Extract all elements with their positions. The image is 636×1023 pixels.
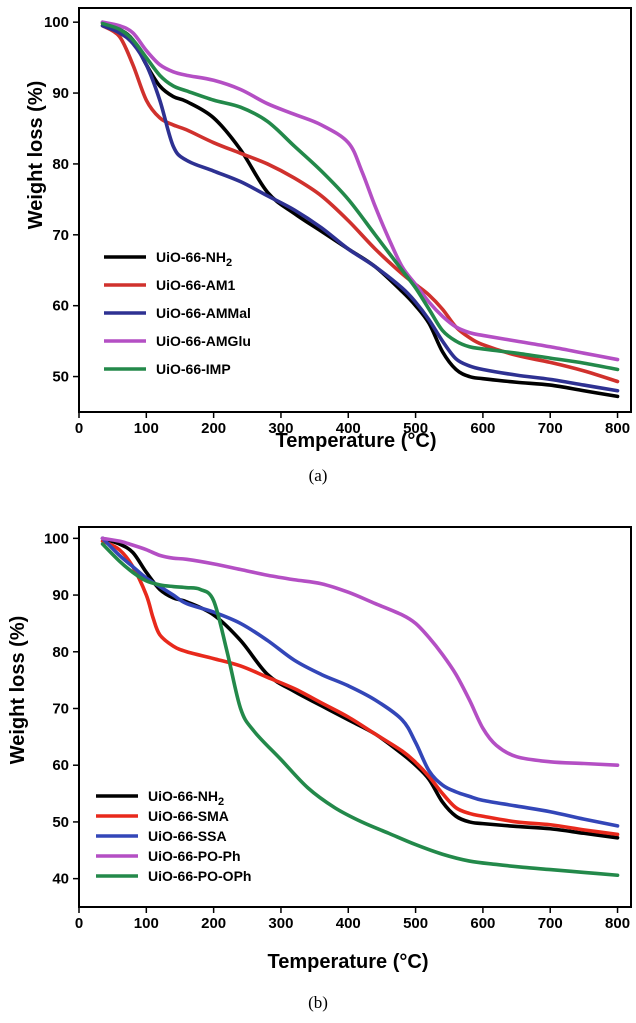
- panel-b-series-line-3: [100, 536, 620, 828]
- panel-a-plot-frame: [78, 7, 632, 413]
- panel-b-ytick-label: 80: [52, 644, 69, 661]
- panel-a-ytick-label: 100: [44, 14, 69, 31]
- panel-a-xtick-label: 700: [538, 420, 563, 437]
- panel-a-xtick-label: 400: [336, 420, 361, 437]
- panel-b-xtick-label: 600: [470, 915, 495, 932]
- panel-b-series-line-1: [100, 536, 620, 840]
- panel-b-xtick-label: 500: [403, 915, 428, 932]
- panel-b-legend-label-1: UiO-66-NH2: [148, 788, 224, 808]
- panel-a-legend-label-5: UiO-66-IMP: [156, 361, 231, 377]
- panel-b-legend-label-3: UiO-66-SSA: [148, 828, 227, 844]
- panel-b-xtick-label: 800: [605, 915, 630, 932]
- panel-a-xtick-label: 600: [470, 420, 495, 437]
- panel-a: 0 100 200 300 400 500 600 700 800 50 60 70 80 90 100 W…: [25, 7, 632, 485]
- panel-b-ytick-label: 90: [52, 587, 69, 604]
- panel-a-series: [100, 20, 620, 399]
- panel-b-xtick-label: 700: [538, 915, 563, 932]
- panel-a-series-line-5: [100, 21, 620, 372]
- panel-a-xtick-label: 500: [403, 420, 428, 437]
- panel-a-xtick-label: 300: [268, 420, 293, 437]
- panel-b: 0 100 200 300 400 500 600 700 800 40 50 60 70 80 90 100…: [7, 526, 632, 1012]
- panel-a-series-line-3: [100, 23, 620, 393]
- panel-b-xtick-label: 400: [336, 915, 361, 932]
- panel-a-xlabel: Temperature (°C): [276, 430, 437, 452]
- panel-a-series-line-4: [100, 20, 620, 362]
- panel-a-ytick-label: 90: [52, 85, 69, 102]
- panel-a-ytick-label: 60: [52, 298, 69, 315]
- panel-a-xtick-label: 800: [605, 420, 630, 437]
- panel-b-series-line-4: [100, 536, 620, 768]
- panel-b-legend-label-4: UiO-66-PO-Ph: [148, 848, 241, 864]
- panel-b-xtick-label: 0: [75, 915, 83, 932]
- panel-b-legend-label-2: UiO-66-SMA: [148, 808, 229, 824]
- panel-a-series-line-2: [100, 23, 620, 384]
- panel-a-ylabel: Weight loss (%): [25, 81, 47, 230]
- panel-a-caption: (a): [309, 466, 328, 485]
- panel-b-plot-frame: [78, 526, 632, 908]
- panel-a-legend-label-1: UiO-66-NH2: [156, 249, 232, 269]
- panel-b-series-line-2: [100, 539, 620, 837]
- panel-a-legend: UiO-66-NH2 UiO-66-AM1 UiO-66-AMMal UiO-66-A…: [104, 249, 251, 377]
- panel-b-ytick-label: 100: [44, 530, 69, 547]
- panel-a-xtick-label: 200: [201, 420, 226, 437]
- panel-b-axes: 0 100 200 300 400 500 600 700 800 40 50 60 70 80 90 100: [44, 530, 630, 932]
- panel-b-caption: (b): [308, 993, 328, 1012]
- panel-b-xtick-label: 100: [134, 915, 159, 932]
- panel-a-ytick-label: 70: [52, 227, 69, 244]
- panel-a-legend-label-4: UiO-66-AMGlu: [156, 333, 251, 349]
- panel-b-legend-label-5: UiO-66-PO-OPh: [148, 868, 251, 884]
- panel-a-axes: 0 100 200 300 400 500 600 700 800 50 60 70 80 90 100: [44, 14, 630, 437]
- panel-a-ytick-label: 50: [52, 369, 69, 386]
- panel-b-ytick-label: 50: [52, 814, 69, 831]
- panel-b-ytick-label: 70: [52, 700, 69, 717]
- panel-a-xtick-label: 0: [75, 420, 83, 437]
- panel-b-xtick-label: 300: [268, 915, 293, 932]
- panel-b-xtick-label: 200: [201, 915, 226, 932]
- panel-a-ytick-label: 80: [52, 156, 69, 173]
- panel-a-legend-label-2: UiO-66-AM1: [156, 277, 236, 293]
- panel-b-ylabel: Weight loss (%): [7, 616, 29, 765]
- panel-b-xlabel: Temperature (°C): [268, 951, 429, 973]
- panel-b-ytick-label: 60: [52, 757, 69, 774]
- panel-a-legend-label-3: UiO-66-AMMal: [156, 305, 251, 321]
- panel-b-ytick-label: 40: [52, 871, 69, 888]
- panel-a-xtick-label: 100: [134, 420, 159, 437]
- panel-b-series: [100, 536, 620, 878]
- panel-b-series-line-5: [100, 542, 620, 878]
